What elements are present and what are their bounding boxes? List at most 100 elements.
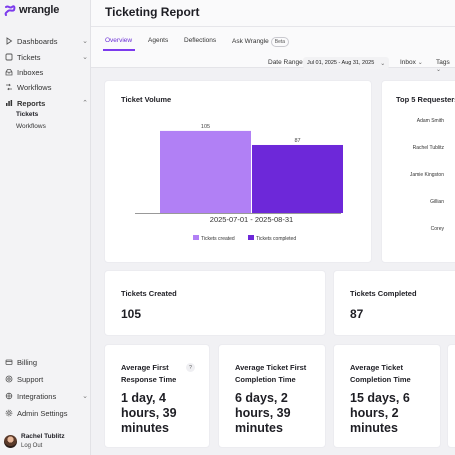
- tab-deflections[interactable]: Deflections: [184, 37, 217, 44]
- sidebar-item-dashboards[interactable]: Dashboards ⌄: [4, 34, 88, 48]
- page-title: Ticketing Report: [105, 5, 200, 19]
- play-icon: [4, 37, 13, 46]
- tags-filter[interactable]: Tags ⌄: [436, 59, 455, 73]
- integrations-icon: [4, 392, 13, 401]
- logout-link[interactable]: Log Out: [21, 443, 43, 449]
- sidebar-item-admin-settings[interactable]: Admin Settings: [4, 406, 88, 420]
- sidebar-item-label: Billing: [17, 357, 38, 367]
- sidebar-item-tickets[interactable]: Tickets ⌄: [4, 50, 88, 64]
- stat-value-line: 6 days, 2: [235, 391, 288, 405]
- card-title: Tickets Completed: [350, 289, 417, 298]
- tags-filter-label: Tags: [436, 59, 450, 66]
- stat-value: 105: [121, 307, 142, 321]
- sidebar-item-label: Tickets: [17, 52, 41, 62]
- sidebar-subitem-workflows[interactable]: Workflows: [16, 123, 46, 130]
- card-title: Average Ticket Completion Time: [350, 362, 411, 386]
- stat-value: 6 days, 2 hours, 39 minutes: [235, 391, 291, 436]
- stat-value-line: minutes: [121, 421, 169, 435]
- chevron-down-icon: ⌄: [417, 60, 423, 66]
- stat-value-line: minutes: [235, 421, 283, 435]
- legend-label: Tickets created: [201, 236, 235, 242]
- requester-name: Adam Smith: [416, 118, 444, 124]
- stat-value: 1 day, 4 hours, 39 minutes: [121, 391, 177, 436]
- date-range-value: Jul 01, 2025 - Aug 31, 2025: [307, 60, 375, 66]
- stat-value-line: minutes: [350, 421, 398, 435]
- inbox-filter[interactable]: Inbox ⌄: [400, 59, 423, 66]
- date-range-picker[interactable]: Jul 01, 2025 - Aug 31, 2025 ⌄: [303, 57, 390, 69]
- ticket-icon: [4, 53, 13, 62]
- requester-name: Rachel Tublitz: [412, 145, 444, 151]
- bar: [160, 130, 251, 213]
- sidebar-item-inboxes[interactable]: Inboxes: [4, 65, 88, 79]
- top-requesters-card: Top 5 Requesters Adam Smith Rachel Tubli…: [381, 80, 455, 263]
- support-icon: [4, 375, 13, 384]
- sidebar-item-support[interactable]: Support: [4, 372, 88, 386]
- stat-value-line: hours, 39: [121, 406, 177, 420]
- requester-name: Jamie Kingston: [409, 172, 444, 178]
- gear-icon: [4, 409, 13, 418]
- chevron-down-icon[interactable]: ⌄: [82, 54, 88, 61]
- data-label: 87: [294, 138, 300, 144]
- card-title: Top 5 Requesters: [396, 95, 455, 104]
- x-tick-label: 2025-07-01 - 2025-08-31: [210, 215, 293, 224]
- help-icon[interactable]: ?: [186, 363, 195, 372]
- sidebar-subitem-tickets[interactable]: Tickets: [16, 111, 39, 118]
- data-label: 105: [201, 124, 210, 130]
- stat-value-line: 15 days, 6: [350, 391, 410, 405]
- sidebar-item-workflows[interactable]: Workflows: [4, 80, 88, 94]
- date-range-label: Date Range: [268, 59, 303, 66]
- workflow-icon: [4, 83, 13, 92]
- stat-value: 15 days, 6 hours, 2 minutes: [350, 391, 410, 436]
- sidebar-item-label: Integrations: [17, 391, 57, 401]
- chevron-down-icon[interactable]: ⌄: [82, 38, 88, 45]
- active-tab-indicator: [103, 49, 135, 51]
- inbox-filter-label: Inbox: [400, 59, 416, 66]
- legend-swatch: [248, 235, 254, 240]
- stat-value-line: 1 day, 4: [121, 391, 166, 405]
- divider: [91, 26, 455, 27]
- report-header: Ticketing Report Overview Agents Deflect…: [91, 0, 455, 73]
- chevron-down-icon: ⌄: [436, 67, 442, 73]
- additional-stat-card: [447, 344, 455, 448]
- legend-swatch: [193, 235, 199, 240]
- sidebar-item-label: Inboxes: [17, 67, 44, 77]
- wrangle-logo-icon: [4, 5, 16, 16]
- sidebar-item-label: Admin Settings: [17, 408, 68, 418]
- tab-ask-wrangle[interactable]: Ask Wrangle Beta: [232, 37, 290, 47]
- tickets-completed-card: Tickets Completed 87: [333, 270, 455, 336]
- billing-icon: [4, 358, 13, 367]
- sidebar-item-label: Dashboards: [17, 36, 58, 46]
- sidebar-item-billing[interactable]: Billing: [4, 355, 88, 369]
- tab-agents[interactable]: Agents: [148, 37, 169, 44]
- sidebar-item-reports[interactable]: Reports ⌃: [4, 96, 88, 110]
- user-profile[interactable]: Rachel Tublitz Log Out: [4, 433, 65, 449]
- avg-completion-card: Average Ticket Completion Time 15 days, …: [333, 344, 441, 448]
- tab-overview[interactable]: Overview: [105, 37, 133, 44]
- wrangle-logo[interactable]: wrangle: [4, 4, 59, 16]
- sidebar: wrangle Dashboards ⌄ Tickets ⌄ Inboxes W…: [0, 0, 91, 455]
- sidebar-item-integrations[interactable]: Integrations ⌄: [4, 389, 88, 403]
- avg-first-response-card: Average First Response Time ? 1 day, 4 h…: [104, 344, 210, 448]
- chevron-up-icon[interactable]: ⌃: [82, 100, 88, 107]
- card-title: Average Ticket First Completion Time: [235, 362, 306, 386]
- chevron-down-icon: ⌄: [380, 60, 386, 67]
- stat-value: 87: [350, 307, 364, 321]
- card-title: Average First Response Time: [121, 362, 176, 386]
- bar-chart-icon: [4, 99, 13, 108]
- beta-badge: Beta: [270, 37, 290, 47]
- ticket-volume-card: Ticket Volume 105 87 2025-07-01 - 2025-08-…: [104, 80, 372, 263]
- card-title-line: Average First: [121, 363, 169, 372]
- tickets-created-card: Tickets Created 105: [104, 270, 326, 336]
- card-title-line: Completion Time: [350, 375, 411, 384]
- card-title: Ticket Volume: [121, 95, 172, 104]
- card-title-line: Average Ticket First: [235, 363, 307, 372]
- avatar[interactable]: [4, 434, 17, 448]
- avg-first-completion-card: Average Ticket First Completion Time 6 d…: [218, 344, 326, 448]
- ticket-volume-chart: 105 87 2025-07-01 - 2025-08-31 Tickets crea…: [135, 124, 343, 242]
- chevron-down-icon[interactable]: ⌄: [82, 393, 88, 400]
- card-title: Tickets Created: [121, 289, 177, 298]
- main-content: Ticketing Report Overview Agents Deflect…: [91, 0, 455, 455]
- stat-value-line: hours, 39: [235, 406, 291, 420]
- tab-label: Ask Wrangle: [232, 38, 269, 45]
- sidebar-item-label: Support: [17, 374, 44, 384]
